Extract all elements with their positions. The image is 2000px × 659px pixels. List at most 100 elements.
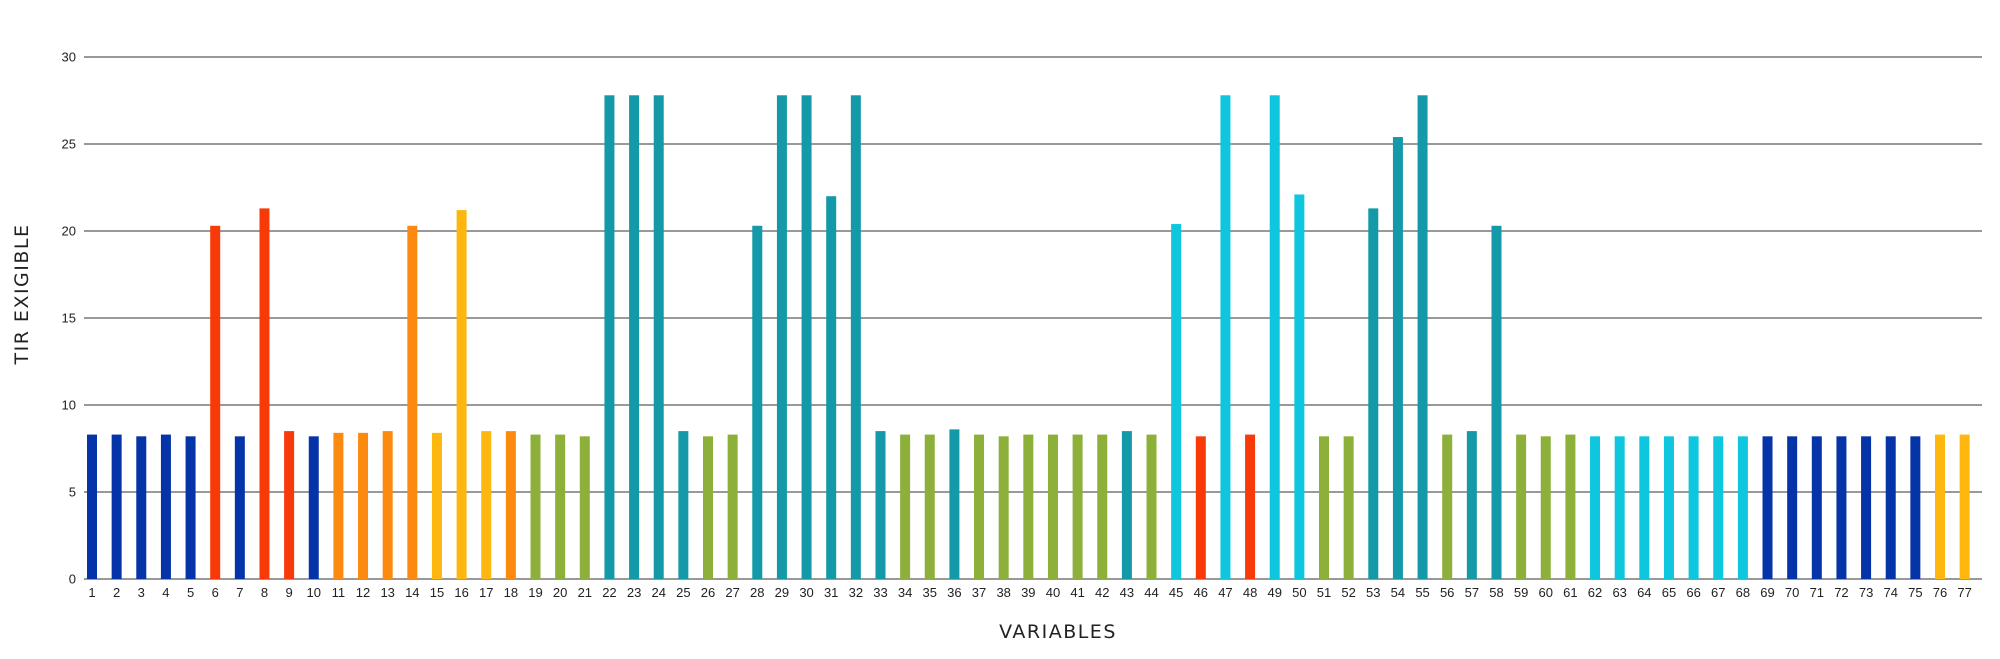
bar-30 <box>801 95 812 579</box>
x-tick-label: 55 <box>1415 585 1429 600</box>
bar-63 <box>1614 436 1625 579</box>
y-tick-label: 10 <box>62 398 76 413</box>
bar-14 <box>407 225 418 579</box>
bar-42 <box>1097 434 1108 579</box>
x-tick-label: 32 <box>849 585 863 600</box>
bar-18 <box>505 431 516 579</box>
bar-75 <box>1910 436 1921 579</box>
bar-73 <box>1861 436 1872 579</box>
bar-47 <box>1220 95 1231 579</box>
bar-5 <box>185 436 196 579</box>
x-tick-label: 35 <box>923 585 937 600</box>
bar-29 <box>776 95 787 579</box>
bar-9 <box>284 431 295 579</box>
x-tick-label: 63 <box>1612 585 1626 600</box>
y-tick-label: 25 <box>62 137 76 152</box>
x-tick-label: 45 <box>1169 585 1183 600</box>
bar-72 <box>1836 436 1847 579</box>
bar-35 <box>924 434 935 579</box>
x-tick-label: 54 <box>1391 585 1405 600</box>
bar-27 <box>727 434 738 579</box>
x-tick-label: 28 <box>750 585 764 600</box>
x-tick-label: 37 <box>972 585 986 600</box>
bar-25 <box>678 431 689 579</box>
bar-13 <box>382 431 393 579</box>
bar-24 <box>653 95 664 579</box>
x-tick-label: 50 <box>1292 585 1306 600</box>
bar-45 <box>1171 224 1182 580</box>
bar-34 <box>900 434 911 579</box>
bar-52 <box>1343 436 1354 579</box>
x-tick-label: 8 <box>261 585 268 600</box>
bar-49 <box>1269 95 1280 579</box>
bar-33 <box>875 431 886 579</box>
y-tick-label: 0 <box>69 572 76 587</box>
bar-37 <box>974 434 985 579</box>
x-tick-label: 77 <box>1957 585 1971 600</box>
x-tick-label: 49 <box>1267 585 1281 600</box>
x-tick-label: 57 <box>1465 585 1479 600</box>
x-tick-label: 3 <box>138 585 145 600</box>
x-tick-label: 6 <box>212 585 219 600</box>
x-tick-label: 21 <box>578 585 592 600</box>
bar-22 <box>604 95 615 579</box>
y-tick-label: 20 <box>62 224 76 239</box>
bar-16 <box>456 210 467 579</box>
bar-15 <box>431 432 442 579</box>
x-tick-label: 66 <box>1686 585 1700 600</box>
bar-41 <box>1072 434 1083 579</box>
x-tick-label: 61 <box>1563 585 1577 600</box>
bar-28 <box>752 225 763 579</box>
x-tick-label: 69 <box>1760 585 1774 600</box>
x-tick-label: 40 <box>1046 585 1060 600</box>
bars <box>87 95 1970 580</box>
x-tick-label: 53 <box>1366 585 1380 600</box>
x-tick-label: 41 <box>1070 585 1084 600</box>
x-tick-label: 30 <box>799 585 813 600</box>
x-tick-label: 12 <box>356 585 370 600</box>
bar-39 <box>1023 434 1034 579</box>
x-tick-label: 14 <box>405 585 419 600</box>
y-tick-label: 30 <box>62 50 76 65</box>
bar-26 <box>703 436 713 579</box>
x-tick-label: 4 <box>162 585 169 600</box>
x-tick-label: 9 <box>286 585 293 600</box>
x-axis-tick-labels: 1 2 3 4 5 6 7 8 9 10 11 12 13 14 15 16 17 18 19 20 21 22 23 24 2… <box>88 585 1971 600</box>
bar-23 <box>629 95 640 579</box>
x-tick-label: 27 <box>725 585 739 600</box>
x-tick-label: 62 <box>1588 585 1602 600</box>
bar-69 <box>1762 436 1773 579</box>
x-tick-label: 10 <box>307 585 321 600</box>
x-tick-label: 71 <box>1810 585 1824 600</box>
x-tick-label: 38 <box>996 585 1010 600</box>
x-tick-label: 75 <box>1908 585 1922 600</box>
x-tick-label: 29 <box>775 585 789 600</box>
bar-6 <box>210 225 221 579</box>
bar-58 <box>1491 225 1502 579</box>
x-tick-label: 31 <box>824 585 838 600</box>
x-tick-label: 65 <box>1662 585 1676 600</box>
bar-67 <box>1713 436 1724 579</box>
bar-8 <box>259 208 270 579</box>
x-tick-label: 36 <box>947 585 961 600</box>
bar-51 <box>1319 436 1329 579</box>
bar-20 <box>555 434 566 579</box>
bar-3 <box>136 436 147 579</box>
bar-68 <box>1737 436 1748 579</box>
bar-77 <box>1959 434 1970 579</box>
x-tick-label: 15 <box>430 585 444 600</box>
x-tick-label: 16 <box>454 585 468 600</box>
bar-7 <box>234 436 245 579</box>
x-tick-label: 68 <box>1736 585 1750 600</box>
x-tick-label: 33 <box>873 585 887 600</box>
x-tick-label: 1 <box>88 585 95 600</box>
bar-31 <box>826 196 837 579</box>
bar-71 <box>1811 436 1822 579</box>
x-tick-label: 58 <box>1489 585 1503 600</box>
x-tick-label: 56 <box>1440 585 1454 600</box>
bar-19 <box>530 434 541 579</box>
x-tick-label: 23 <box>627 585 641 600</box>
bar-65 <box>1663 436 1674 579</box>
bar-61 <box>1565 434 1576 579</box>
